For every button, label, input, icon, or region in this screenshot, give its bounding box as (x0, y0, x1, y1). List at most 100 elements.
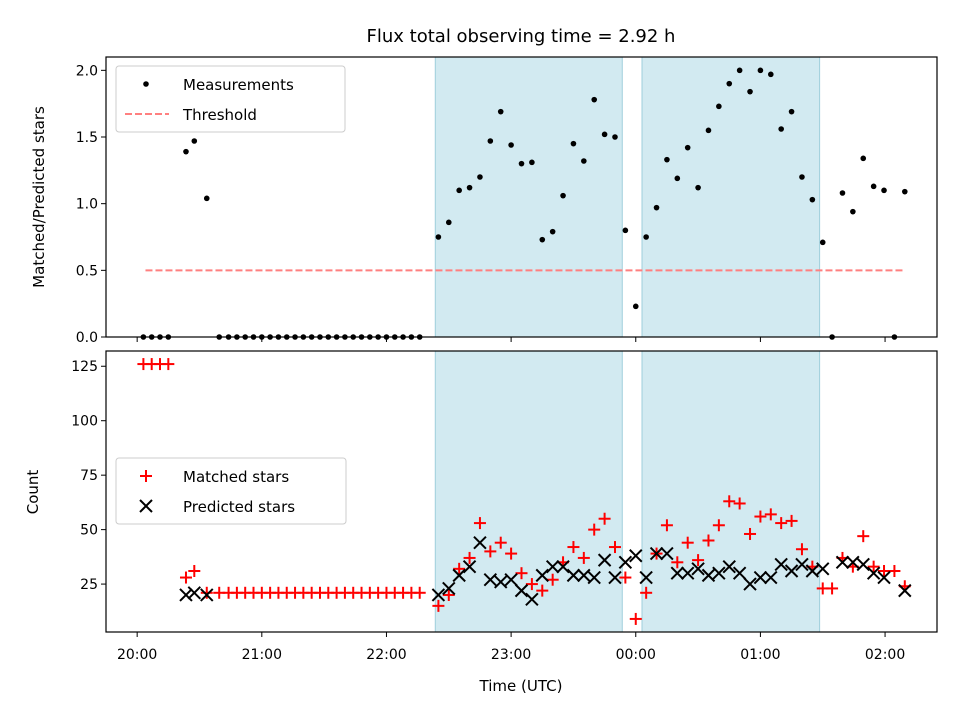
matched-star-point (723, 495, 736, 508)
matched-star-point (525, 578, 538, 591)
legend-matched-marker (140, 470, 152, 482)
measurement-point (726, 80, 733, 87)
predicted-star-point (483, 573, 498, 587)
legend-predicted-label: Predicted stars (183, 498, 295, 516)
predicted-x-b (535, 568, 549, 583)
predicted-x-b (784, 564, 799, 578)
predicted-star-point (712, 566, 726, 580)
predicted-star-point (649, 546, 664, 561)
measurement-point (757, 67, 764, 74)
predicted-star-point (452, 568, 466, 583)
predicted-x-b (545, 559, 560, 574)
measurement-point (695, 184, 701, 191)
top-legend: Measurements Threshold (115, 65, 346, 133)
measurement-point (664, 156, 670, 163)
matched-star-point (162, 358, 175, 371)
measurement-point (705, 127, 712, 134)
predicted-star-point (179, 588, 193, 602)
predicted-x-b (525, 592, 539, 607)
measurement-point (788, 108, 795, 115)
bottom-panel: 25 50 75 100 125 20:00 21:00 22:00 23:00 00:00 01… (24, 350, 938, 695)
matched-star-point (671, 556, 684, 569)
matched-star-point (733, 497, 746, 510)
matched-star-point (505, 547, 518, 560)
predicted-x-b (431, 588, 446, 602)
bottom-legend-box (115, 457, 347, 525)
matched-star-point (857, 530, 870, 543)
predicted-x-b (866, 566, 881, 580)
measurement-point (850, 208, 856, 215)
predicted-star-point (535, 568, 549, 583)
predicted-x-b (473, 535, 487, 550)
measurement-point (809, 196, 816, 203)
predicted-star-point (556, 559, 570, 574)
x-tick-label: 21:00 (242, 647, 282, 663)
matched-star-point (712, 519, 725, 532)
matched-star-point (484, 545, 497, 558)
matched-star-point (826, 582, 839, 595)
top-legend-box (115, 65, 346, 133)
predicted-x-b (795, 557, 809, 572)
predicted-star-point (566, 568, 581, 583)
measurement-point (581, 158, 587, 164)
legend-measurements-label: Measurements (183, 76, 294, 94)
predicted-star-point (898, 583, 912, 598)
predicted-star-point (846, 555, 860, 570)
top-y-ticks: 0.0 0.5 1.0 1.5 2.0 (76, 63, 106, 346)
predicted-x-b (743, 577, 757, 591)
bottom-y-ticks: 25 50 75 100 125 (71, 359, 106, 593)
predicted-star-point (784, 564, 799, 578)
measurement-point (768, 71, 774, 78)
predicted-x-b (504, 573, 518, 587)
matched-star-point (536, 584, 549, 597)
measurement-point (612, 134, 618, 140)
matched-star-point (878, 565, 891, 578)
predicted-star-point (431, 588, 446, 602)
highlight-span-2 (641, 56, 821, 338)
predicted-star-point (795, 557, 809, 572)
measurement-point (191, 138, 198, 144)
predicted-x-b (701, 568, 716, 583)
predicted-x-b (846, 555, 860, 570)
measurement-point (183, 148, 189, 155)
matched-star-point (692, 554, 705, 567)
predicted-x-b (514, 583, 529, 598)
matched-star-point (775, 517, 788, 530)
predicted-star-point (722, 559, 736, 574)
measurement-point (839, 190, 846, 196)
matched-star-point (567, 541, 580, 554)
measurement-point (819, 239, 826, 246)
predicted-x-b (898, 583, 912, 598)
y-tick-label: 0.0 (76, 330, 98, 346)
predicted-x-b (660, 546, 674, 561)
measurement-point (508, 142, 514, 148)
predicted-x-b (680, 566, 695, 580)
predicted-x-b (649, 546, 664, 561)
predicted-x-b (566, 568, 581, 583)
predicted-x-b (618, 555, 633, 570)
predicted-star-point (835, 555, 850, 570)
count-points (137, 358, 912, 625)
matched-star-point (681, 536, 694, 549)
predicted-x-b (722, 559, 736, 574)
matched-star-point (577, 551, 590, 564)
matched-star-point (754, 510, 767, 523)
matched-star-point (188, 565, 201, 578)
predicted-star-point (743, 577, 757, 591)
predicted-x-b (856, 557, 870, 572)
measurement-point (435, 234, 442, 240)
matched-star-point (785, 514, 798, 527)
x-tick-label: 22:00 (366, 647, 406, 663)
top-x-ticks (136, 337, 886, 342)
measurement-point (870, 183, 877, 190)
predicted-x-b (877, 570, 891, 585)
predicted-star-point (442, 581, 456, 596)
predicted-star-point (608, 570, 622, 585)
measurement-point (591, 96, 598, 103)
predicted-x-b (732, 566, 747, 580)
predicted-star-point (545, 559, 560, 574)
predicted-star-point (629, 549, 643, 563)
matched-star-point (453, 562, 466, 575)
y-tick-label: 125 (71, 359, 98, 375)
